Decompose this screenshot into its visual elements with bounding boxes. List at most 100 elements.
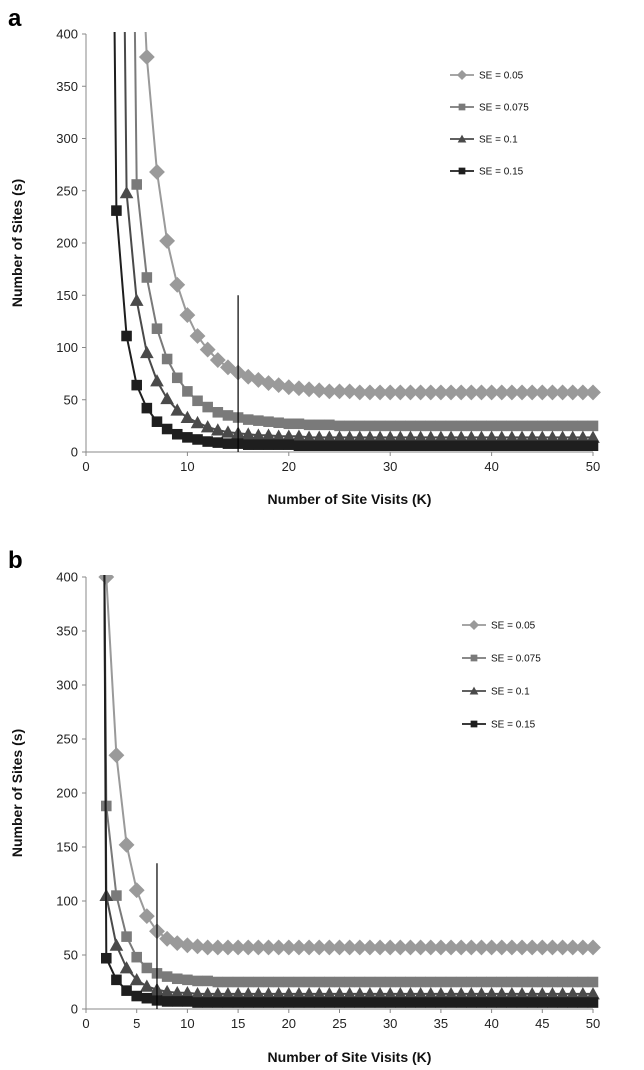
panel-letter: a xyxy=(8,5,22,32)
data-point xyxy=(344,420,355,432)
data-point xyxy=(445,997,457,1008)
data-point xyxy=(516,997,528,1008)
data-point xyxy=(402,384,419,401)
data-point xyxy=(565,987,580,1000)
chart-b: b 0 50 100 150 200 250 300 350 400 0 5 10 15 20 25 30 35 4… xyxy=(8,547,601,1065)
data-point xyxy=(161,996,173,1007)
data-point xyxy=(283,976,295,988)
legend-label: SE = 0.15 xyxy=(479,167,524,178)
x-tick-label: 10 xyxy=(180,1016,194,1031)
data-point xyxy=(505,430,519,443)
data-point xyxy=(453,384,470,401)
legend-label: SE = 0.05 xyxy=(479,71,524,82)
data-point xyxy=(352,430,367,443)
data-point xyxy=(537,976,548,988)
x-tick-label: 10 xyxy=(180,459,194,474)
data-point xyxy=(160,391,174,405)
y-tick-label: 150 xyxy=(56,288,78,303)
data-point xyxy=(547,976,558,988)
data-point xyxy=(128,882,145,899)
data-point xyxy=(161,353,173,365)
data-point xyxy=(445,976,457,988)
series-1 xyxy=(131,32,599,432)
data-point xyxy=(241,427,256,440)
data-point xyxy=(313,976,325,988)
data-point xyxy=(454,987,468,1000)
series-line xyxy=(105,575,593,949)
data-point xyxy=(121,985,132,996)
data-point xyxy=(192,975,203,987)
data-point xyxy=(109,938,124,951)
data-point xyxy=(415,420,426,432)
data-point xyxy=(534,384,551,401)
data-point xyxy=(506,976,518,988)
data-point xyxy=(544,384,561,401)
x-tick-label: 50 xyxy=(586,1016,600,1031)
plot-area xyxy=(111,32,601,452)
data-point xyxy=(263,439,274,450)
legend-marker xyxy=(469,686,479,695)
data-point xyxy=(496,976,508,988)
data-point xyxy=(364,420,376,432)
data-point xyxy=(547,440,558,452)
x-tick-label: 40 xyxy=(484,459,498,474)
data-point xyxy=(138,908,155,925)
data-point xyxy=(200,420,215,433)
data-point xyxy=(444,430,458,443)
data-point xyxy=(138,49,155,65)
data-point xyxy=(455,976,467,988)
data-point xyxy=(192,997,203,1008)
data-point xyxy=(384,997,396,1008)
data-point xyxy=(321,939,338,956)
data-point xyxy=(515,987,529,1000)
data-point xyxy=(444,987,458,1000)
data-point xyxy=(311,939,328,956)
data-point xyxy=(351,384,368,401)
x-tick-label: 0 xyxy=(82,459,89,474)
data-point xyxy=(182,996,193,1007)
data-point xyxy=(180,410,195,423)
data-point xyxy=(322,430,337,443)
data-point xyxy=(445,420,457,432)
data-point xyxy=(111,890,122,901)
data-point xyxy=(432,384,449,401)
data-point xyxy=(334,440,345,452)
data-point xyxy=(119,961,134,974)
x-tick-label: 50 xyxy=(586,459,600,474)
data-point xyxy=(577,997,589,1008)
data-point xyxy=(202,401,213,413)
data-point xyxy=(455,440,467,452)
data-point xyxy=(291,939,307,956)
data-point xyxy=(150,374,164,387)
data-point xyxy=(422,939,439,956)
y-tick-label: 100 xyxy=(56,894,78,909)
series-line xyxy=(133,32,593,427)
data-point xyxy=(483,939,500,956)
data-point xyxy=(212,407,224,418)
data-point xyxy=(131,951,142,963)
data-point xyxy=(577,976,589,988)
data-point xyxy=(537,440,548,452)
data-point xyxy=(129,293,144,306)
series-1 xyxy=(101,575,599,988)
x-tick-label: 30 xyxy=(383,459,397,474)
data-point xyxy=(303,997,315,1008)
data-point xyxy=(324,440,335,452)
data-point xyxy=(455,420,467,432)
data-point xyxy=(535,987,550,1000)
data-point xyxy=(179,307,196,324)
data-point xyxy=(342,430,357,443)
data-point xyxy=(101,952,112,964)
data-point xyxy=(493,384,510,401)
data-point xyxy=(159,232,176,249)
data-point xyxy=(545,987,560,1000)
legend: SE = 0.05 SE = 0.075 SE = 0.1 SE = 0.15 xyxy=(450,69,529,178)
data-point xyxy=(567,976,578,988)
data-point xyxy=(121,931,132,942)
data-point xyxy=(141,402,153,414)
data-point xyxy=(494,987,509,1000)
data-point xyxy=(190,415,205,429)
data-point xyxy=(435,440,447,452)
data-point xyxy=(273,417,284,429)
data-point xyxy=(322,987,337,1000)
